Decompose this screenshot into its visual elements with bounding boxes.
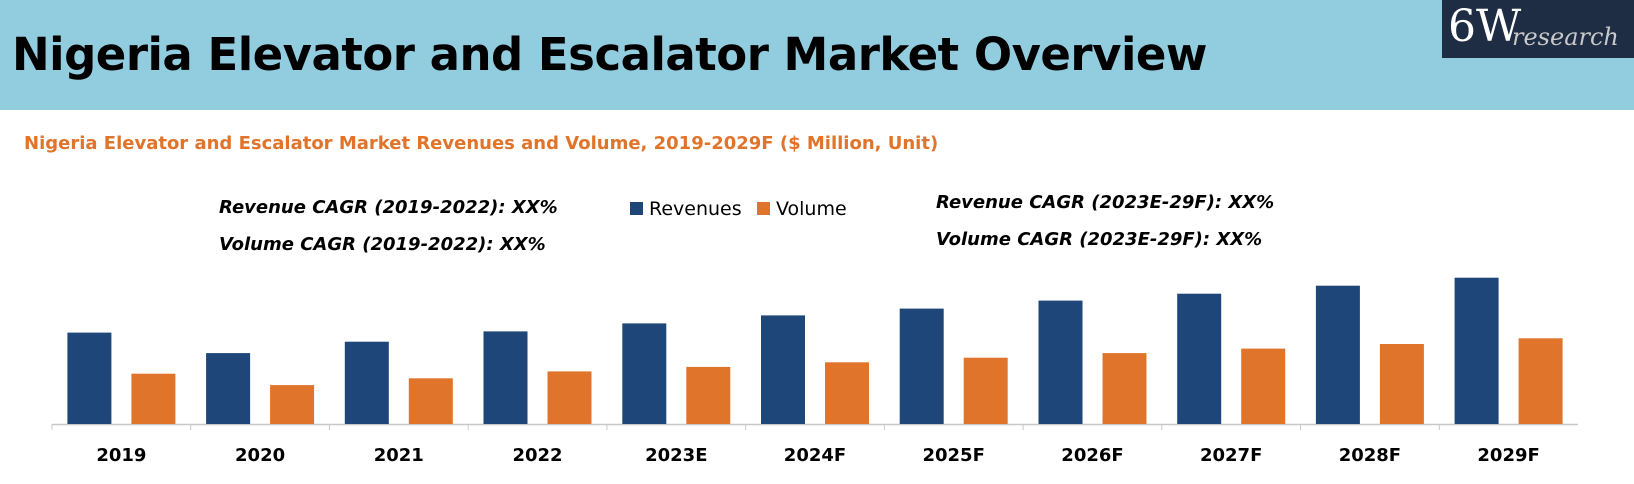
revenues-bar-2028F: [1315, 285, 1360, 424]
x-tick-label: 2026F: [1061, 445, 1123, 466]
x-tick-label: 2021: [374, 445, 424, 466]
legend-item-volume: Volume: [757, 198, 847, 220]
legend-swatch-revenues: [630, 202, 643, 215]
legend-swatch-volume: [757, 202, 770, 215]
revenue-cagr-forecast: Revenue CAGR (2023E-29F): XX%: [936, 192, 1275, 213]
volume-bar-2028F: [1379, 344, 1424, 424]
volume-bar-2026F: [1102, 353, 1147, 424]
volume-bar-2029F: [1518, 338, 1563, 424]
volume-bar-2027F: [1241, 348, 1286, 424]
revenues-bar-2023E: [622, 323, 667, 424]
revenues-bar-2027F: [1177, 293, 1222, 424]
volume-bar-2020: [270, 385, 315, 424]
x-tick-label: 2019: [96, 445, 146, 466]
x-tick-label: 2023E: [645, 445, 707, 466]
revenues-bar-2025F: [899, 308, 944, 424]
legend-label-revenues: Revenues: [649, 198, 742, 220]
x-tick-label: 2027F: [1200, 445, 1262, 466]
volume-cagr-forecast: Volume CAGR (2023E-29F): XX%: [936, 229, 1263, 250]
logo-sub-text: research: [1512, 23, 1619, 51]
revenues-bar-2022: [483, 331, 528, 424]
revenues-bar-2020: [206, 353, 251, 424]
legend-label-volume: Volume: [776, 198, 847, 220]
volume-bar-2024F: [825, 362, 869, 424]
x-tick-label: 2025F: [922, 445, 984, 466]
x-tick-label: 2029F: [1477, 445, 1539, 466]
revenues-bar-2029F: [1454, 277, 1499, 424]
volume-bar-2019: [131, 373, 176, 424]
volume-bar-2023E: [686, 366, 731, 424]
revenues-bar-2026F: [1038, 300, 1083, 424]
page-title: Nigeria Elevator and Escalator Market Ov…: [12, 28, 1207, 81]
volume-bar-2022: [547, 371, 592, 424]
volume-bar-2021: [408, 378, 453, 424]
volume-bar-2025F: [963, 357, 1008, 424]
x-tick-label: 2020: [235, 445, 285, 466]
logo-main-text: 6W: [1448, 1, 1522, 52]
revenues-bar-2019: [67, 332, 112, 424]
chart-title: Nigeria Elevator and Escalator Market Re…: [24, 133, 939, 154]
x-tick-label: 2024F: [784, 445, 846, 466]
volume-cagr-historical: Volume CAGR (2019-2022): XX%: [219, 234, 546, 255]
x-tick-label: 2022: [512, 445, 562, 466]
revenue-cagr-historical: Revenue CAGR (2019-2022): XX%: [219, 197, 558, 218]
logo: 6W research: [1442, 0, 1634, 58]
legend-item-revenues: Revenues: [630, 198, 742, 220]
x-tick-label: 2028F: [1339, 445, 1401, 466]
revenues-bar-2024F: [761, 315, 805, 424]
header-banner: Nigeria Elevator and Escalator Market Ov…: [0, 0, 1634, 110]
revenues-bar-2021: [344, 341, 389, 424]
